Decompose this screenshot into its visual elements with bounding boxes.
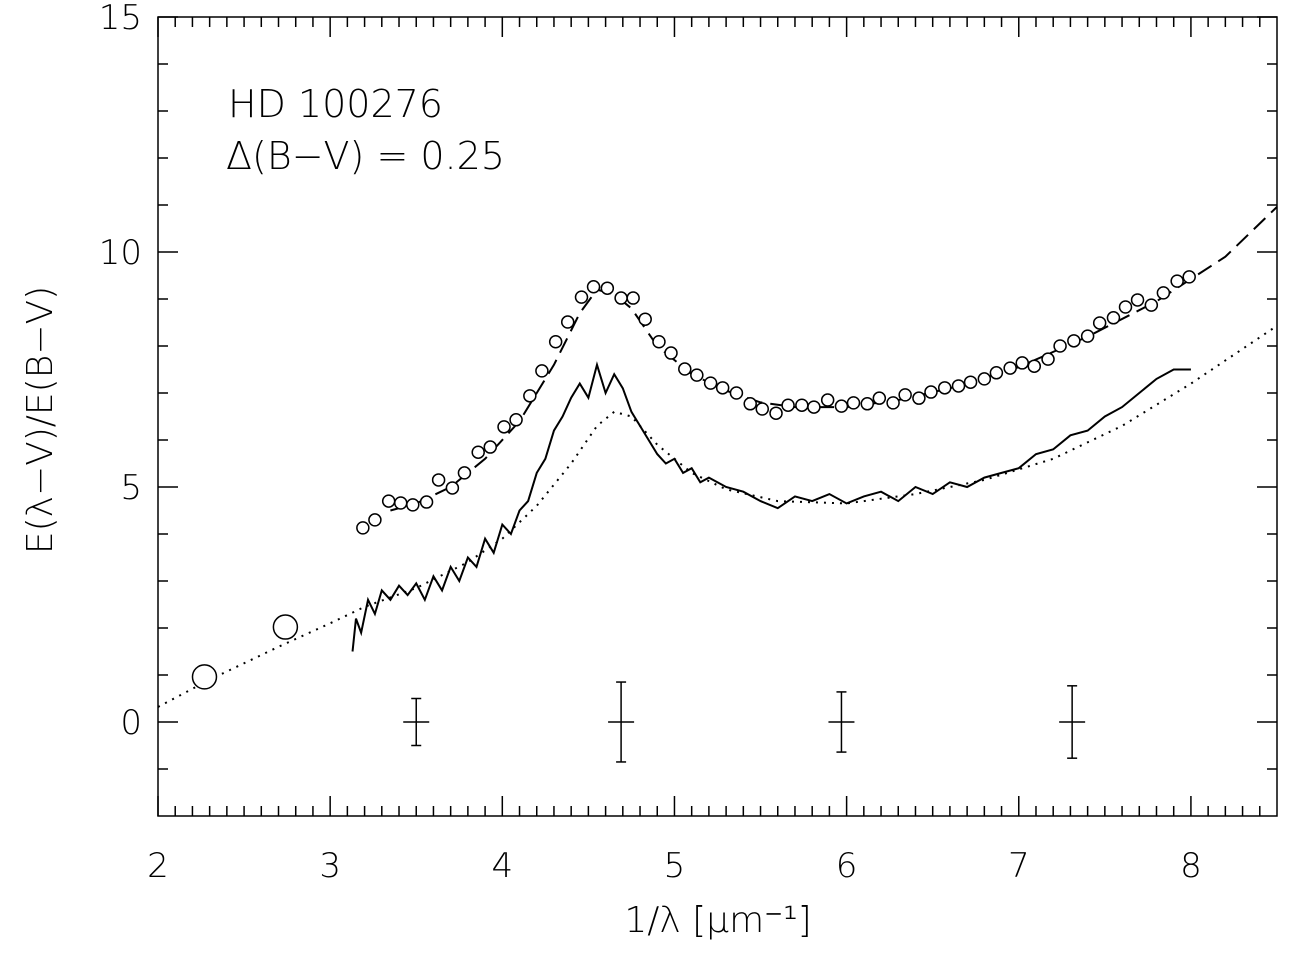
plot-frame <box>157 16 1278 817</box>
marker <box>393 496 408 510</box>
marker <box>406 498 420 512</box>
marker <box>272 614 299 640</box>
marker <box>523 389 537 403</box>
y-tick-label: 5 <box>120 468 142 508</box>
annotation: Δ(B−V) = 0.25 <box>226 134 505 178</box>
marker <box>1003 361 1017 375</box>
marker <box>445 481 460 495</box>
x-tick-label: 5 <box>664 846 686 886</box>
marker <box>457 466 472 480</box>
error-bar <box>403 697 430 747</box>
marker <box>1092 316 1107 330</box>
marker <box>912 391 926 405</box>
marker <box>781 398 795 412</box>
dotted-line <box>157 324 1278 708</box>
marker <box>834 399 849 413</box>
dashed-line <box>390 206 1278 512</box>
marker <box>368 513 382 527</box>
x-tick-label: 8 <box>1180 846 1202 886</box>
marker <box>664 346 678 360</box>
marker <box>1067 334 1081 348</box>
marker <box>898 388 912 402</box>
marker <box>471 445 485 459</box>
y-tick-label: 0 <box>120 703 142 743</box>
marker <box>924 385 938 399</box>
marker <box>1118 300 1133 314</box>
marker <box>1156 286 1171 300</box>
marker <box>886 396 900 410</box>
x-tick-label: 6 <box>836 846 858 886</box>
marker <box>419 495 434 509</box>
solid-line <box>351 361 1191 652</box>
marker <box>1041 352 1055 366</box>
marker <box>729 386 744 400</box>
marker <box>652 335 666 349</box>
marker <box>715 381 730 395</box>
marker <box>586 280 601 294</box>
marker <box>535 364 549 378</box>
marker <box>191 664 218 690</box>
error-bar <box>828 691 855 753</box>
marker <box>937 381 952 395</box>
marker <box>509 413 523 427</box>
marker <box>703 376 718 390</box>
marker <box>381 494 396 508</box>
marker <box>1170 274 1184 288</box>
marker <box>963 375 978 389</box>
marker <box>560 315 575 329</box>
y-tick-label: 15 <box>99 0 142 38</box>
marker <box>548 335 563 349</box>
marker <box>795 398 809 412</box>
marker <box>1027 359 1042 373</box>
marker <box>678 362 692 376</box>
marker <box>431 473 446 487</box>
marker <box>600 281 615 295</box>
x-tick-label: 7 <box>1008 846 1030 886</box>
marker <box>356 521 370 535</box>
marker <box>846 396 861 410</box>
marker <box>614 291 628 305</box>
marker <box>483 440 498 454</box>
marker <box>769 406 783 420</box>
marker <box>951 379 966 393</box>
marker <box>743 397 757 411</box>
marker <box>1015 356 1029 370</box>
x-tick-label: 3 <box>319 846 341 886</box>
x-tick-label: 2 <box>147 846 169 886</box>
error-bar <box>1059 685 1086 759</box>
marker <box>497 420 511 434</box>
marker <box>872 391 887 405</box>
marker <box>755 402 770 416</box>
marker <box>626 291 640 305</box>
error-bar <box>608 681 635 763</box>
marker <box>1182 270 1196 284</box>
annotation: HD 100276 <box>228 82 443 126</box>
marker <box>1130 293 1145 307</box>
x-axis-label: 1/λ [μm⁻¹] <box>624 900 811 941</box>
marker <box>1106 311 1121 325</box>
marker <box>574 290 589 304</box>
marker <box>860 397 875 411</box>
x-tick-label: 4 <box>491 846 513 886</box>
marker <box>638 312 652 326</box>
marker <box>690 368 704 382</box>
marker <box>977 372 992 386</box>
marker <box>989 366 1004 380</box>
marker <box>1053 339 1067 353</box>
y-axis-label: E(λ−V)/E(B−V) <box>20 286 61 554</box>
marker <box>1080 329 1095 343</box>
marker <box>1144 298 1159 312</box>
marker <box>820 393 835 407</box>
marker <box>807 400 821 414</box>
y-tick-label: 10 <box>99 233 142 273</box>
